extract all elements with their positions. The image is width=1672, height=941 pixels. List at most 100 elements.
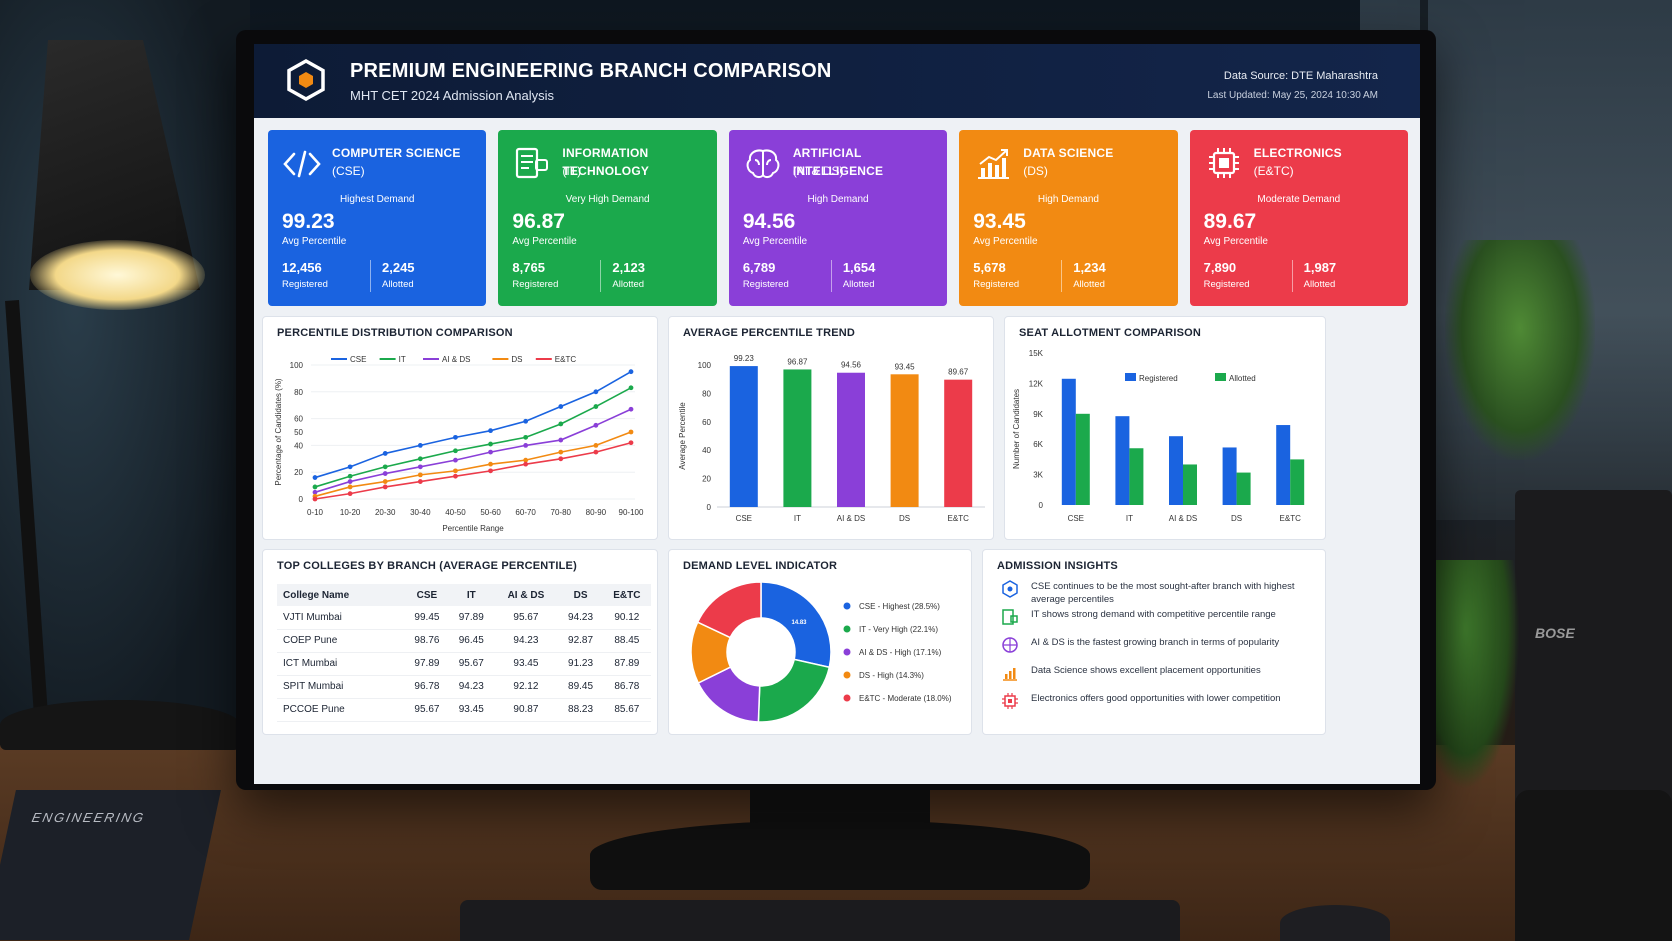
data-point[interactable]	[523, 461, 529, 467]
data-point[interactable]	[382, 484, 388, 490]
data-point[interactable]	[593, 389, 599, 395]
data-point[interactable]	[593, 404, 599, 409]
branch-name: ELECTRONICS	[1253, 146, 1342, 160]
data-point[interactable]	[558, 421, 564, 427]
data-point[interactable]	[628, 429, 634, 435]
data-point[interactable]	[488, 468, 493, 474]
data-point[interactable]	[382, 464, 388, 470]
bar[interactable]	[1236, 472, 1251, 505]
data-point[interactable]	[417, 464, 423, 470]
data-label: 94.56	[841, 361, 862, 370]
y-tick-label: 6K	[1033, 440, 1043, 449]
table-row[interactable]: VJTI Mumbai 99.45 97.89 95.67 94.23 90.12	[277, 606, 651, 630]
donut-slice[interactable]	[757, 658, 831, 723]
column-header[interactable]: DS	[558, 584, 603, 606]
column-header[interactable]: E&TC	[602, 584, 651, 606]
registered-value: 12,456	[282, 260, 322, 275]
panel-title: ADMISSION INSIGHTS	[997, 560, 1118, 572]
allotted-value: 1,987	[1303, 260, 1337, 275]
data-point[interactable]	[417, 443, 423, 448]
bar[interactable]	[1075, 413, 1090, 505]
column-header[interactable]: College Name	[277, 584, 405, 606]
data-point[interactable]	[628, 385, 634, 391]
bar[interactable]	[1129, 448, 1144, 505]
data-point[interactable]	[558, 437, 564, 443]
column-header[interactable]: CSE	[404, 584, 450, 606]
bar[interactable]	[890, 374, 919, 507]
bar[interactable]	[1222, 447, 1237, 505]
bar[interactable]	[1169, 436, 1183, 505]
data-point[interactable]	[628, 406, 634, 412]
bar[interactable]	[944, 379, 973, 507]
bar[interactable]	[1183, 464, 1197, 505]
data-point[interactable]	[558, 404, 564, 409]
legend-swatch	[1215, 373, 1226, 381]
bar[interactable]	[729, 366, 758, 507]
bar[interactable]	[1290, 459, 1305, 505]
data-point[interactable]	[523, 457, 529, 463]
data-point[interactable]	[347, 473, 353, 479]
bar[interactable]	[837, 372, 865, 507]
donut-slice[interactable]	[760, 581, 832, 669]
data-point[interactable]	[558, 456, 564, 462]
data-point[interactable]	[382, 451, 388, 456]
data-point[interactable]	[523, 434, 529, 440]
table-row[interactable]: ICT Mumbai 97.89 95.67 93.45 91.23 87.89	[277, 652, 651, 676]
bar[interactable]	[1115, 416, 1130, 505]
data-point[interactable]	[453, 448, 458, 454]
data-point[interactable]	[312, 489, 318, 495]
percentile-cell: 89.45	[558, 675, 603, 699]
y-tick-label: 0	[707, 503, 712, 512]
data-point[interactable]	[488, 461, 493, 467]
data-point[interactable]	[347, 479, 353, 484]
branch-card-cse[interactable]: COMPUTER SCIENCE (CSE) Highest Demand 99…	[268, 130, 487, 306]
monitor-stand-base	[590, 820, 1090, 890]
legend-label: E&TC	[555, 355, 577, 364]
column-header[interactable]: AI & DS	[493, 584, 559, 606]
branch-card-etc[interactable]: ELECTRONICS (E&TC) Moderate Demand 89.67…	[1189, 130, 1409, 306]
data-point[interactable]	[558, 449, 564, 455]
table-row[interactable]: COEP Pune 98.76 96.45 94.23 92.87 88.45	[277, 629, 651, 653]
bar[interactable]	[1276, 425, 1291, 505]
mug	[1515, 790, 1672, 941]
data-point[interactable]	[628, 369, 634, 375]
data-point[interactable]	[382, 471, 388, 476]
data-point[interactable]	[347, 464, 353, 470]
data-point[interactable]	[523, 443, 529, 448]
data-point[interactable]	[453, 434, 458, 440]
table-row[interactable]: SPIT Mumbai 96.78 94.23 92.12 89.45 86.78	[277, 675, 651, 699]
data-point[interactable]	[453, 457, 458, 463]
data-point[interactable]	[312, 496, 318, 502]
column-header[interactable]: IT	[449, 584, 494, 606]
branch-card-it[interactable]: INFORMATION TECHNOLOGY (IT) Very High De…	[498, 130, 717, 306]
data-point[interactable]	[488, 449, 493, 455]
data-point[interactable]	[382, 479, 388, 484]
data-point[interactable]	[417, 472, 423, 478]
data-point[interactable]	[523, 418, 529, 424]
data-point[interactable]	[628, 440, 634, 446]
data-point[interactable]	[453, 473, 458, 479]
percentile-cell: 95.67	[449, 652, 494, 676]
data-point[interactable]	[488, 428, 493, 434]
bar[interactable]	[783, 369, 812, 507]
data-point[interactable]	[453, 468, 458, 474]
branch-card-ds[interactable]: DATA SCIENCE (DS) High Demand 93.45 Avg …	[959, 130, 1178, 306]
data-point[interactable]	[312, 484, 318, 490]
donut-slice[interactable]	[696, 581, 762, 639]
data-point[interactable]	[347, 491, 353, 497]
data-point[interactable]	[417, 479, 423, 484]
data-point[interactable]	[593, 443, 599, 448]
data-point[interactable]	[347, 484, 353, 490]
allotted-value: 2,123	[612, 260, 645, 275]
data-point[interactable]	[593, 449, 599, 455]
data-point[interactable]	[593, 422, 599, 428]
branch-card-aids[interactable]: ARTIFICIAL INTELLIGENCE (AI & DS) High D…	[728, 130, 948, 306]
brain-icon	[1002, 637, 1018, 653]
registered-label: Registered	[282, 279, 328, 290]
bar[interactable]	[1061, 378, 1076, 505]
data-point[interactable]	[488, 441, 493, 447]
x-tick-label: 70-80	[551, 508, 572, 517]
table-row[interactable]: PCCOE Pune 95.67 93.45 90.87 88.23 85.67	[277, 698, 651, 722]
data-point[interactable]	[312, 475, 318, 480]
data-point[interactable]	[417, 456, 423, 462]
